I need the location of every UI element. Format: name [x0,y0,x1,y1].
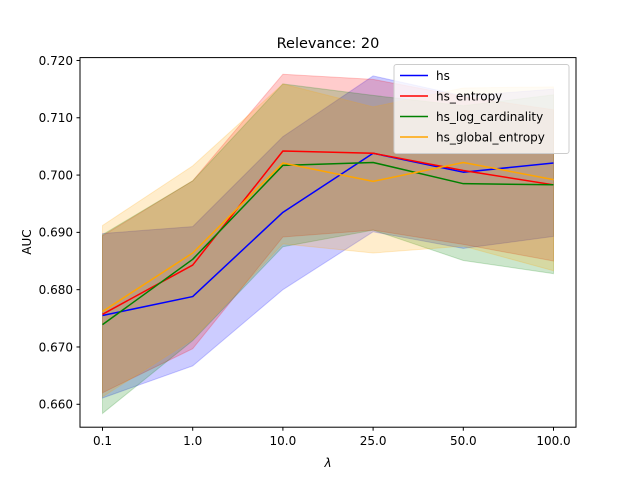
y-axis-label: AUC [20,229,34,254]
line-hs_global_entropy [102,161,554,313]
x-tick-label: 0.1 [93,434,112,448]
legend-label-hs_log_cardinality: hs_log_cardinality [436,110,543,124]
legend: hs hs_entropy hs_log_cardinality hs_global_… [393,64,570,154]
x-axis: 0.1 1.0 10.0 25.0 50.0 100.0 [93,427,571,448]
chart-title: Relevance: 20 [277,36,380,52]
x-tick-label: 10.0 [270,434,297,448]
y-tick-label: 0.700 [39,168,73,182]
x-tick-label: 50.0 [450,434,477,448]
band-hs_global_entropy [102,83,554,398]
y-tick-label: 0.670 [39,340,73,354]
x-tick-label: 100.0 [536,434,570,448]
x-tick-label: 25.0 [360,434,387,448]
line-hs [102,152,554,317]
y-tick-label: 0.690 [39,226,73,240]
legend-label-hs_global_entropy: hs_global_entropy [436,130,545,144]
y-tick-label: 0.710 [39,111,73,125]
x-axis-label: λ [323,456,331,470]
plot-frame [79,57,577,428]
line-hs_log_cardinality [102,161,554,326]
legend-frame [393,64,570,154]
y-tick-label: 0.680 [39,283,73,297]
x-tick-label: 1.0 [183,434,202,448]
legend-label-hs_entropy: hs_entropy [436,89,502,103]
band-hs [102,75,554,399]
series-lines [102,150,554,326]
y-tick-label: 0.720 [39,54,73,68]
legend-label-hs: hs [436,69,450,83]
line-hs_entropy [102,150,554,315]
y-tick-label: 0.660 [39,398,73,412]
y-axis: 0.660 0.670 0.680 0.690 0.700 0.710 0.720 [39,54,80,412]
